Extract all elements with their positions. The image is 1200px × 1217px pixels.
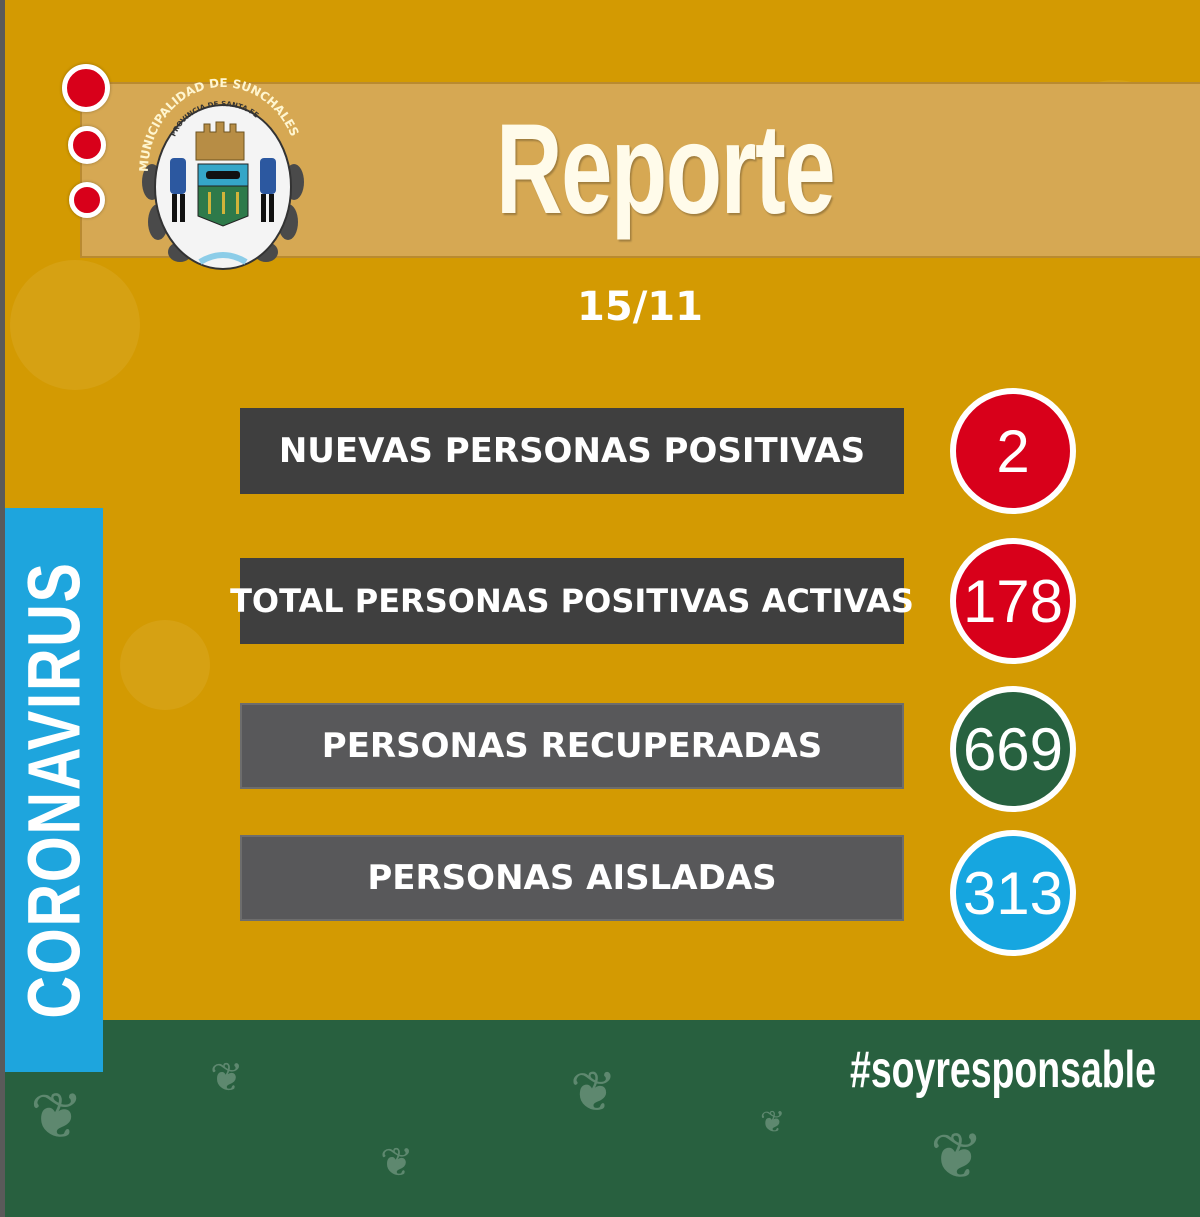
stat-label-isolated: PERSONAS AISLADAS [240,835,904,921]
stat-value-isolated: 313 [950,830,1076,956]
leaf-icon: ❦ [210,1055,244,1101]
left-edge [0,0,5,1217]
coronavirus-side-tab: CORONAVIRUS [5,508,103,1072]
stat-label-active-positives: TOTAL PERSONAS POSITIVAS ACTIVAS [230,558,914,644]
virus-decoration [10,260,140,390]
virus-decoration [120,620,210,710]
page-title: Reporte [496,98,836,241]
footer-band [5,1020,1200,1217]
leaf-icon: ❦ [380,1140,414,1186]
leaf-icon: ❦ [30,1080,84,1154]
stat-value-active-positives: 178 [950,538,1076,664]
stat-label-new-positives: NUEVAS PERSONAS POSITIVAS [240,408,904,494]
report-date: 15/11 [577,284,703,330]
hashtag: #soyresponsable [850,1041,1156,1099]
municipal-seal-logo: MUNICIPALIDAD DE SUNCHALES PROVINCIA DE … [137,76,304,270]
stat-value-new-positives: 2 [950,388,1076,514]
leaf-icon: ❦ [760,1105,786,1140]
leaf-icon: ❦ [930,1120,984,1194]
red-dot [69,182,105,218]
side-label: CORONAVIRUS [12,561,96,1019]
leaf-icon: ❦ [570,1060,617,1125]
stat-value-recovered: 669 [950,686,1076,812]
stat-label-recovered: PERSONAS RECUPERADAS [240,703,904,789]
red-dot [62,64,110,112]
red-dot [68,126,106,164]
